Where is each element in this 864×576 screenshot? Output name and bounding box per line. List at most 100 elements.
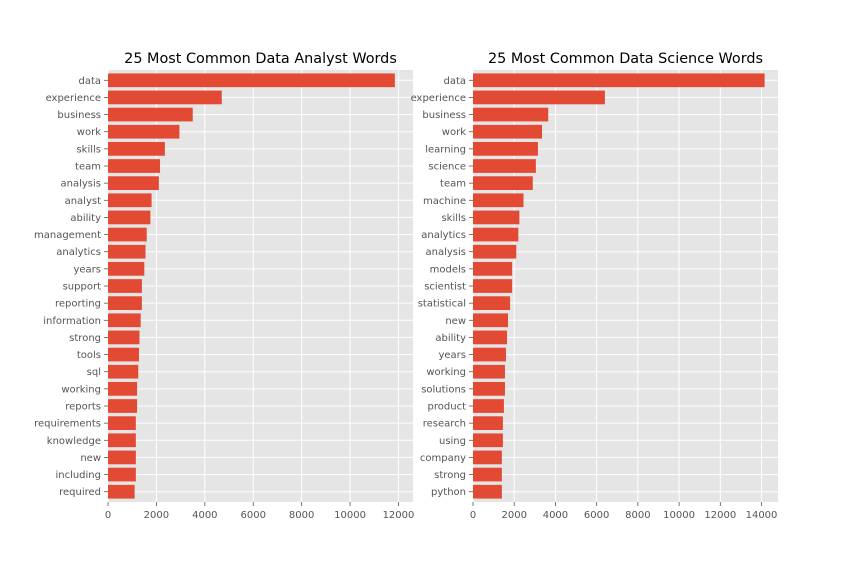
y-tick-label: experience (411, 93, 466, 104)
bar-working (108, 382, 138, 396)
bar-knowledge (108, 433, 136, 448)
x-tick-label: 8000 (625, 510, 650, 521)
y-tick-label: new (80, 453, 101, 464)
x-tick-label: 8000 (289, 510, 314, 521)
bar-strong (108, 330, 140, 345)
y-tick-label: reporting (55, 299, 101, 310)
y-tick-label: machine (423, 196, 466, 207)
bar-analytics (473, 227, 519, 242)
y-tick-label: ability (70, 213, 101, 224)
bar-company (473, 450, 502, 465)
bar-reporting (108, 296, 142, 310)
bar-models (473, 262, 513, 276)
bar-strong (473, 467, 502, 482)
y-tick-label: management (34, 230, 101, 241)
y-tick-label: years (73, 264, 101, 275)
bar-tools (108, 347, 139, 362)
y-tick-label: strong (434, 470, 466, 481)
bar-skills (473, 210, 520, 225)
y-tick-label: team (75, 162, 101, 173)
bar-machine (473, 193, 524, 208)
bar-team (473, 176, 533, 190)
y-tick-label: science (428, 162, 466, 173)
y-tick-label: analyst (65, 196, 102, 207)
y-tick-label: statistical (418, 299, 466, 310)
y-tick-label: data (443, 76, 466, 87)
y-tick-label: working (61, 384, 101, 395)
y-tick-label: python (431, 487, 466, 498)
bar-data (473, 73, 765, 88)
bar-information (108, 313, 141, 328)
y-tick-label: learning (425, 144, 466, 155)
y-tick-label: product (428, 402, 467, 413)
y-tick-label: team (440, 179, 466, 190)
chart-title: 25 Most Common Data Science Words (488, 51, 763, 67)
bar-ability (108, 210, 151, 225)
bar-product (473, 399, 504, 413)
x-tick-label: 2000 (144, 510, 169, 521)
x-tick-label: 0 (105, 510, 111, 521)
bar-using (473, 433, 503, 448)
x-tick-label: 2000 (501, 510, 526, 521)
y-tick-label: company (420, 453, 466, 464)
y-tick-label: business (57, 110, 101, 121)
x-tick-label: 10000 (334, 510, 366, 521)
bar-work (473, 124, 543, 139)
y-tick-label: analysis (426, 247, 467, 258)
chart-title: 25 Most Common Data Analyst Words (124, 51, 397, 67)
chart-panel-0: data experience business work skills team anal… (34, 51, 414, 521)
chart-panel-1: data experience business work learning scienc… (411, 51, 778, 521)
bar-science (473, 159, 536, 173)
bar-new (473, 313, 509, 328)
y-tick-label: scientist (424, 282, 466, 293)
bar-management (108, 227, 147, 242)
y-tick-label: data (78, 76, 101, 87)
bar-statistical (473, 296, 511, 310)
y-tick-label: support (63, 282, 101, 293)
y-tick-label: models (430, 264, 466, 275)
bar-new (108, 450, 136, 465)
y-tick-label: solutions (421, 384, 466, 395)
bar-years (108, 262, 145, 276)
x-tick-label: 10000 (663, 510, 695, 521)
x-tick-label: 12000 (704, 510, 736, 521)
x-tick-label: 14000 (746, 510, 778, 521)
bar-sql (108, 364, 139, 379)
bar-scientist (473, 279, 513, 293)
y-tick-label: analysis (61, 179, 102, 190)
bar-python (473, 484, 502, 499)
x-tick-label: 6000 (241, 510, 266, 521)
bar-work (108, 124, 180, 139)
bar-years (473, 347, 506, 362)
y-tick-label: working (426, 367, 466, 378)
y-tick-label: analytics (421, 230, 466, 241)
y-tick-label: knowledge (47, 436, 101, 447)
y-tick-label: experience (46, 93, 101, 104)
bar-team (108, 159, 161, 173)
y-tick-label: including (55, 470, 101, 481)
bar-requirements (108, 416, 136, 430)
bar-solutions (473, 382, 505, 396)
bar-skills (108, 142, 165, 156)
x-tick-label: 4000 (543, 510, 568, 521)
y-tick-label: skills (441, 213, 466, 224)
y-tick-label: work (442, 127, 466, 138)
y-tick-label: skills (76, 144, 101, 155)
bar-business (473, 107, 549, 122)
y-tick-label: requirements (34, 419, 101, 430)
x-tick-label: 6000 (584, 510, 609, 521)
x-tick-label: 4000 (192, 510, 217, 521)
bar-experience (108, 90, 222, 105)
bar-business (108, 107, 193, 122)
bar-experience (473, 90, 605, 105)
y-tick-label: sql (87, 367, 101, 378)
y-tick-label: new (445, 316, 466, 327)
y-tick-label: research (423, 419, 466, 430)
bar-research (473, 416, 503, 430)
bar-data (108, 73, 395, 88)
bar-reports (108, 399, 138, 413)
x-tick-label: 12000 (383, 510, 415, 521)
y-tick-label: business (422, 110, 466, 121)
bar-analysis (473, 244, 517, 259)
